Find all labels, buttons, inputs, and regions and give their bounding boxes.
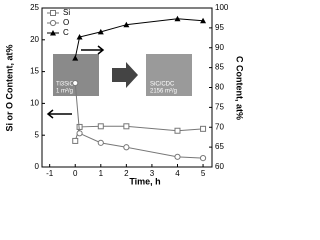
data-point — [174, 153, 181, 160]
data-point — [200, 17, 207, 24]
x-tick-label: 0 — [73, 169, 78, 178]
legend-marker — [50, 10, 56, 16]
data-point — [97, 139, 104, 146]
y2-tick-label: 85 — [215, 63, 224, 72]
data-point — [174, 15, 181, 22]
sem-image-right — [146, 54, 192, 96]
y2-axis-label: C Content, at% — [235, 56, 245, 120]
legend-marker — [50, 30, 56, 36]
x-tick-label: 3 — [150, 169, 155, 178]
legend-label: Si — [63, 8, 70, 17]
series-line — [74, 18, 204, 59]
legend-label: C — [63, 28, 69, 37]
arrow-to-c-axis — [81, 45, 105, 55]
annotation: 1 m²/g — [56, 89, 73, 95]
annotation: 2156 m²/g — [150, 89, 177, 95]
data-point — [72, 79, 79, 87]
y-tick-label: 0 — [35, 162, 40, 171]
data-point — [76, 130, 83, 137]
data-point — [72, 55, 79, 61]
annotation: SiC/CDC — [150, 82, 175, 88]
y2-tick-label: 100 — [215, 3, 229, 12]
x-tick-label: 1 — [99, 169, 104, 178]
series-line — [74, 125, 204, 142]
data-point — [97, 123, 104, 130]
data-point — [200, 125, 207, 132]
x-tick-label: 5 — [201, 169, 206, 178]
y-tick-label: 15 — [30, 67, 39, 76]
y-tick-label: 25 — [30, 3, 39, 12]
x-tick-label: -1 — [46, 169, 54, 178]
arrow-to-left-axis — [46, 109, 72, 119]
big-arrow — [112, 62, 138, 88]
data-point — [97, 28, 104, 35]
legend-label: O — [63, 18, 69, 27]
y2-tick-label: 90 — [215, 43, 224, 52]
y-tick-label: 5 — [35, 130, 40, 139]
data-point — [123, 144, 130, 151]
series-line — [74, 83, 204, 159]
data-point — [72, 137, 79, 144]
y2-tick-label: 75 — [215, 102, 224, 111]
page: {"chart_data": {"type": "line", "x_label… — [4, 3, 245, 187]
x-tick-label: 2 — [124, 169, 129, 178]
data-point — [123, 123, 130, 130]
y2-tick-label: 70 — [215, 122, 224, 131]
y-axis-label: Si or O Content, at% — [4, 44, 14, 131]
y2-tick-label: 95 — [215, 23, 224, 32]
y-tick-label: 10 — [30, 99, 39, 108]
y-tick-label: 20 — [30, 35, 39, 44]
data-point — [174, 127, 181, 134]
data-point — [76, 34, 83, 40]
y2-tick-label: 65 — [215, 142, 224, 151]
data-point — [199, 154, 207, 162]
legend-marker — [49, 19, 57, 27]
data-point — [123, 21, 130, 28]
y2-tick-label: 80 — [215, 83, 224, 92]
x-tick-label: 4 — [175, 169, 180, 178]
annotation: Ti3SiC2 — [56, 82, 78, 88]
x-axis-label: Time, h — [129, 176, 160, 186]
y2-tick-label: 60 — [215, 162, 224, 171]
chart: Ti3SiC2 1 m²/g SiC/CDC 2156 m²/g Time, h… — [4, 3, 245, 186]
